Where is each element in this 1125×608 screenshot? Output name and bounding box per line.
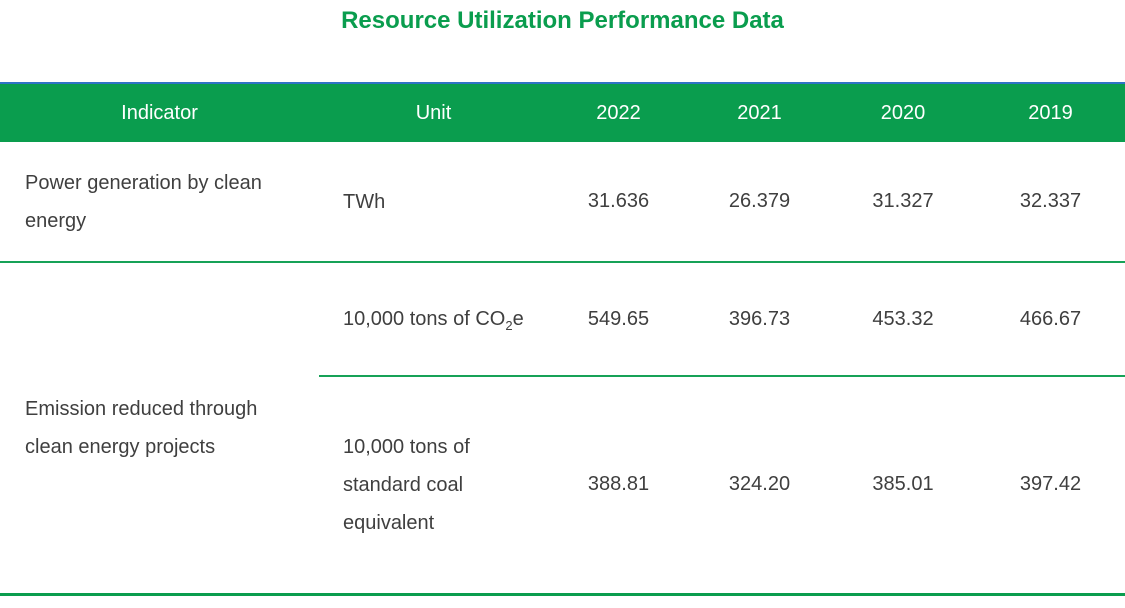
- unit-cell-twh: TWh: [319, 142, 548, 263]
- value-cell-2020: 31.327: [830, 142, 976, 263]
- column-header-2021: 2021: [737, 101, 782, 124]
- unit-text-main: 10,000 tons of CO: [343, 308, 506, 330]
- unit-text-subscript: 2: [505, 318, 513, 333]
- indicator-cell-emission-reduced: Emission reduced through clean energy pr…: [0, 262, 319, 596]
- value-cell-2022: 388.81: [548, 376, 689, 596]
- unit-cell-co2e: 10,000 tons of CO2e: [319, 262, 548, 377]
- indicator-cell-power-generation: Power generation by clean energy: [0, 142, 319, 263]
- value-cell-2022: 31.636: [548, 142, 689, 263]
- unit-text: 10,000 tons of standard coal equivalent: [343, 435, 470, 534]
- indicator-text: Emission reduced through clean energy pr…: [25, 397, 258, 458]
- value-cell-2021: 396.73: [689, 262, 830, 377]
- table-row-emission-coal-equivalent: 10,000 tons of standard coal equivalent …: [0, 376, 1125, 596]
- column-header-2020: 2020: [880, 101, 926, 124]
- unit-text-tail: e: [512, 308, 524, 330]
- indicator-text: Power generation by clean energy: [25, 171, 262, 232]
- value-cell-2019: 32.337: [976, 142, 1125, 263]
- value-cell-2019: 466.67: [976, 262, 1125, 377]
- table-row-emission-co2e: Emission reduced through clean energy pr…: [0, 262, 1125, 596]
- table-row-power-generation: Power generation by clean energy TWh 31.…: [0, 142, 1125, 263]
- value-cell-2020: 453.32: [830, 262, 976, 377]
- value-cell-2019: 397.42: [976, 376, 1125, 596]
- resource-utilization-table: Indicator Unit 2022 2021 2020 2019 Power…: [0, 82, 1125, 596]
- column-header-unit: Unit: [415, 101, 452, 124]
- column-header-2019: 2019: [1028, 101, 1073, 124]
- column-header-2022: 2022: [596, 101, 641, 124]
- value-cell-2022: 549.65: [548, 262, 689, 377]
- value-cell-2020: 385.01: [830, 376, 976, 596]
- table-header-row: Indicator Unit 2022 2021 2020 2019: [0, 83, 1125, 142]
- page-title: Resource Utilization Performance Data: [341, 7, 784, 34]
- unit-cell-standard-coal: 10,000 tons of standard coal equivalent: [319, 376, 548, 596]
- value-cell-2021: 324.20: [689, 376, 830, 596]
- value-cell-2021: 26.379: [689, 142, 830, 263]
- column-header-indicator: Indicator: [121, 101, 198, 124]
